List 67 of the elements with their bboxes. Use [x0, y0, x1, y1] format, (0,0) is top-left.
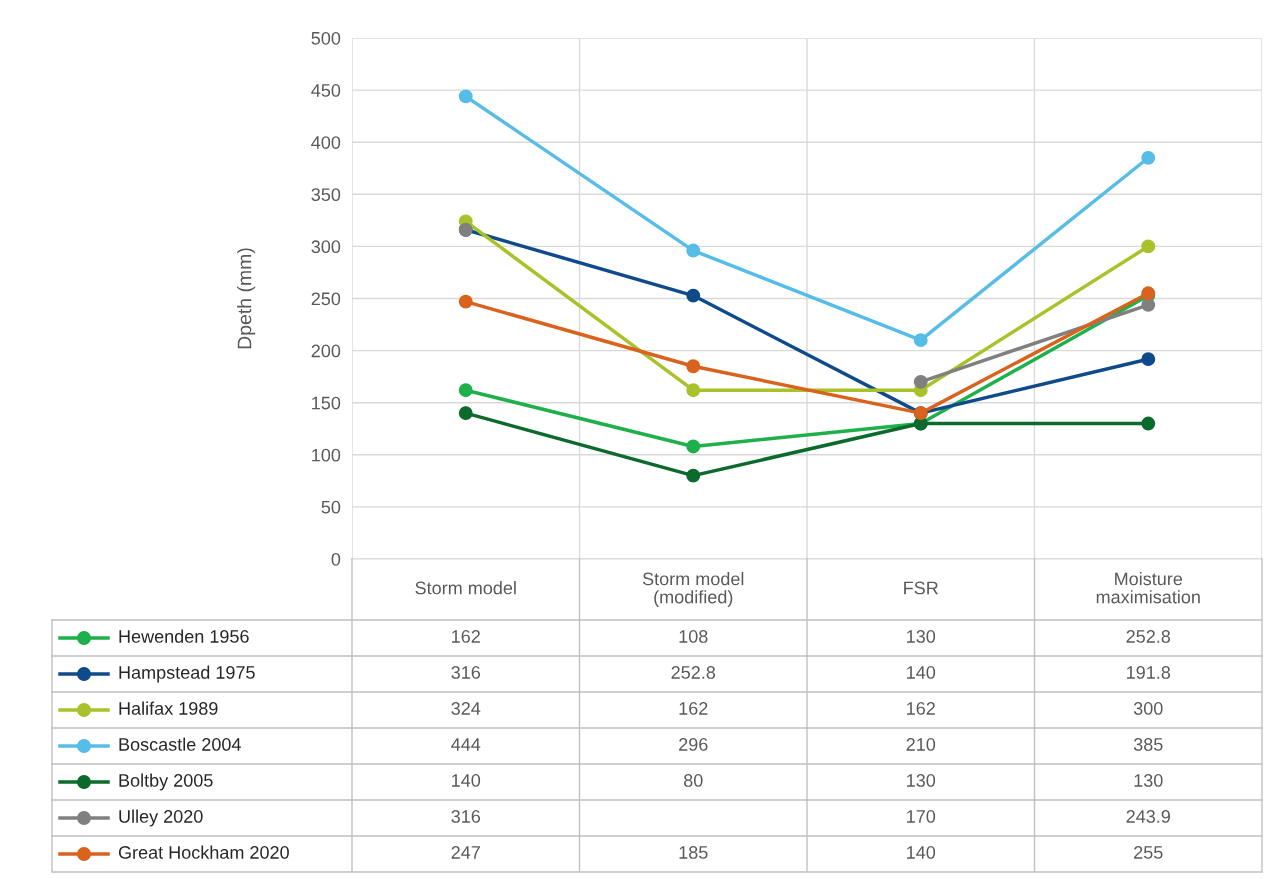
point — [458, 294, 473, 309]
data-label: 140 — [907, 666, 936, 679]
y-tick-label: 200 — [311, 344, 341, 358]
data-label: 162 — [452, 630, 480, 643]
point — [686, 243, 701, 258]
y-tick-label: 150 — [312, 396, 341, 410]
data-label: 130 — [907, 630, 936, 643]
y-axis-title: Dpeth (mm) — [237, 248, 256, 349]
legend-label: Ulley 2020 — [119, 809, 203, 827]
data-label: 252.8 — [1126, 630, 1171, 643]
data-label: 243.9 — [1126, 810, 1170, 823]
data-label: 300 — [1133, 702, 1163, 715]
data-label: 80 — [683, 774, 703, 787]
data-label: 185 — [679, 846, 708, 859]
point — [686, 288, 701, 303]
legend-label: Halifax 1989 — [119, 701, 218, 715]
data-label: 130 — [907, 774, 936, 787]
x-tick-label: Storm model (modified) — [642, 572, 744, 607]
y-tick-label: 300 — [311, 240, 341, 254]
y-tick-label: 400 — [311, 136, 341, 149]
y-tick-label: 250 — [311, 292, 341, 306]
data-label: 130 — [1134, 774, 1163, 787]
data-label: 316 — [451, 810, 481, 823]
data-label: 255 — [1134, 846, 1163, 859]
data-label: 252.8 — [671, 666, 716, 679]
point — [913, 333, 928, 348]
point — [1141, 150, 1156, 165]
point — [686, 383, 701, 398]
point — [1141, 416, 1156, 431]
legend-label: Boscastle 2004 — [119, 737, 241, 751]
data-label: 210 — [906, 738, 936, 751]
point — [1141, 297, 1156, 312]
data-label: 162 — [907, 702, 935, 715]
y-tick-label: 500 — [311, 31, 341, 45]
legend-label: Hewenden 1956 — [119, 629, 249, 643]
data-label: 108 — [679, 630, 708, 643]
y-tick-label: 50 — [321, 500, 341, 514]
data-label: 191.8 — [1127, 666, 1171, 679]
point — [913, 374, 928, 389]
point — [458, 89, 473, 104]
point — [458, 383, 473, 398]
data-label: 324 — [451, 702, 481, 715]
data-label: 170 — [907, 810, 936, 823]
point — [458, 406, 473, 421]
point — [686, 439, 701, 454]
x-tick-label: FSR — [904, 581, 938, 595]
y-tick-label: 100 — [312, 448, 341, 462]
legend-label: Boltby 2005 — [119, 773, 213, 791]
data-label: 296 — [679, 738, 708, 751]
data-label: 247 — [451, 846, 480, 859]
legend-label: Hampstead 1975 — [119, 665, 255, 683]
x-tick-label: Storm model — [415, 581, 516, 595]
point — [1141, 239, 1156, 254]
y-tick-label: 0 — [331, 552, 341, 566]
data-label: 385 — [1133, 738, 1163, 751]
data-label: 316 — [451, 666, 481, 679]
data-label: 444 — [451, 738, 481, 751]
point — [1141, 352, 1156, 367]
data-label: 140 — [907, 846, 936, 859]
x-tick-label: Moisture maximisation — [1096, 572, 1200, 604]
legend-label: Great Hockham 2020 — [118, 845, 289, 859]
y-tick-label: 450 — [311, 84, 341, 97]
data-label: 140 — [452, 774, 481, 787]
data-label: 162 — [679, 702, 708, 715]
point — [686, 468, 701, 483]
point — [686, 359, 701, 374]
y-tick-label: 350 — [311, 188, 341, 202]
